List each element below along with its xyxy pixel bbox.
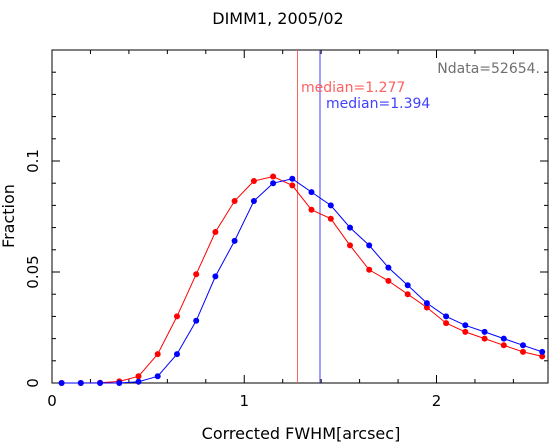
axis-ticks [51, 49, 548, 384]
y-axis-label: Fraction [0, 184, 18, 248]
data-point [174, 313, 180, 320]
series-line [61, 178, 543, 384]
chart-title: DIMM1, 2005/02 [212, 9, 343, 28]
data-point [423, 304, 430, 311]
data-point [270, 180, 277, 187]
data-point [366, 266, 373, 273]
data-point [462, 328, 469, 335]
data-point [539, 353, 546, 360]
data-point [289, 182, 296, 189]
data-point [135, 373, 142, 380]
data-point [385, 277, 392, 284]
data-point [154, 373, 161, 380]
median-red-annotation: median=1.277 [301, 80, 405, 96]
data-point [77, 380, 84, 386]
data-point [289, 175, 296, 182]
data-point [58, 380, 65, 386]
data-point [212, 229, 219, 235]
data-point [154, 351, 161, 358]
data-point [250, 198, 257, 204]
data-point [347, 242, 353, 249]
data-point [366, 242, 373, 249]
x-axis-label: Corrected FWHM[arcsec] [202, 424, 401, 443]
ndata-annotation: Ndata=52654. [437, 61, 540, 77]
data-point [193, 317, 200, 324]
data-point [270, 173, 277, 180]
data-point [481, 328, 488, 335]
data-point [135, 378, 142, 385]
x-tick-labels: 0 1 2 [47, 392, 441, 410]
data-point [520, 348, 526, 355]
data-point [385, 264, 392, 271]
median-blue-annotation: median=1.394 [326, 96, 430, 112]
data-point [327, 202, 334, 209]
x-tick-label: 1 [239, 392, 249, 410]
data-point [404, 291, 411, 298]
plot-frame [51, 49, 549, 384]
data-point [250, 178, 257, 184]
data-point [423, 300, 430, 307]
data-point [193, 271, 200, 278]
y-tick-label: 0.1 [24, 149, 42, 173]
data-point [116, 380, 123, 386]
data-point [308, 206, 315, 213]
data-point [231, 198, 238, 204]
series-blue [58, 175, 546, 386]
data-point [481, 335, 488, 342]
x-tick-label: 2 [432, 392, 442, 410]
data-point [443, 313, 450, 320]
data-point [404, 282, 411, 289]
data-point [308, 189, 315, 196]
x-tick-label: 0 [47, 392, 57, 410]
data-point [231, 237, 238, 244]
data-point [347, 224, 353, 231]
data-point [174, 351, 180, 358]
y-tick-label: 0 [24, 378, 42, 388]
data-point [500, 335, 507, 342]
data-point [539, 348, 546, 355]
data-point [97, 380, 104, 386]
data-point [500, 342, 507, 349]
data-point [212, 273, 219, 280]
data-point [462, 322, 469, 329]
y-tick-label: 0.05 [24, 255, 42, 288]
data-point [327, 215, 334, 222]
series-red [58, 173, 546, 386]
series-layer [58, 173, 546, 386]
series-line [61, 175, 543, 384]
data-point [443, 320, 450, 327]
y-tick-labels: 0 0.05 0.1 [24, 149, 42, 388]
data-point [520, 342, 526, 349]
